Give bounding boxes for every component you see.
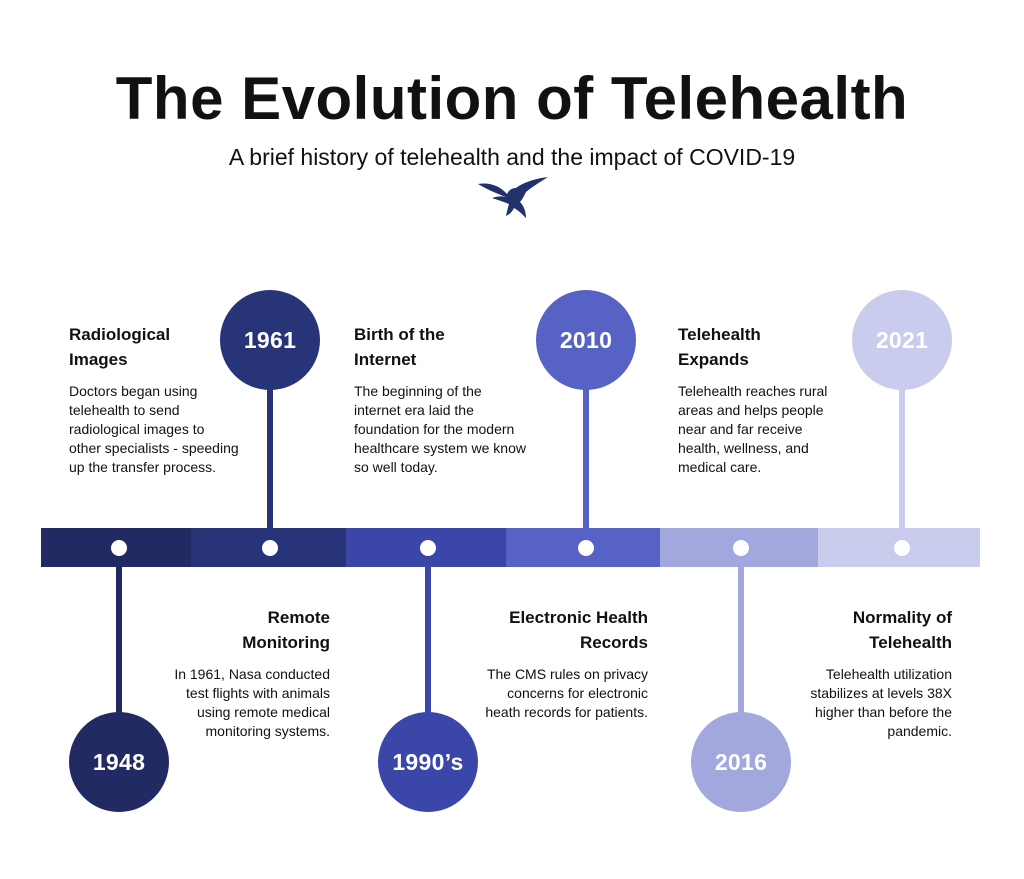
year-circle-1990s: 1990’s — [378, 712, 478, 812]
event-remote-monitoring: Remote Monitoring In 1961, Nasa conducte… — [160, 605, 330, 741]
event-birth-of-internet: Birth of the Internet The beginning of t… — [354, 322, 529, 477]
year-label: 1990’s — [392, 748, 464, 775]
timeline-dot-4 — [578, 540, 594, 556]
event-heading: Normality of Telehealth — [852, 608, 952, 652]
page-title: The Evolution of Telehealth — [115, 65, 909, 132]
stem-2021 — [899, 380, 905, 530]
page-subtitle: A brief history of telehealth and the im… — [228, 144, 796, 170]
timeline-dot-5 — [733, 540, 749, 556]
year-label: 2010 — [559, 326, 613, 353]
year-circle-1961: 1961 — [220, 290, 320, 390]
timeline-dot-6 — [894, 540, 910, 556]
event-heading: Remote Monitoring — [242, 608, 330, 652]
event-heading: Radiological Images — [69, 325, 171, 369]
event-heading: Birth of the Internet — [354, 325, 445, 369]
event-telehealth-expands: Telehealth Expands Telehealth reaches ru… — [678, 322, 848, 477]
year-circle-1948: 1948 — [69, 712, 169, 812]
event-heading: Telehealth Expands — [678, 325, 761, 369]
stem-1948 — [116, 562, 122, 722]
event-text: Telehealth utilization stabilizes at lev… — [810, 666, 952, 739]
event-radiological-images: Radiological Images Doctors began using … — [69, 322, 239, 477]
event-normality-of-telehealth: Normality of Telehealth Telehealth utili… — [782, 605, 952, 741]
event-text: The beginning of the internet era laid t… — [354, 383, 526, 475]
eagle-logo-icon — [478, 177, 548, 218]
year-label: 1948 — [92, 748, 146, 775]
event-text: Doctors began using telehealth to send r… — [69, 383, 239, 475]
stem-2010 — [583, 380, 589, 530]
stem-2016 — [738, 562, 744, 722]
year-label: 2016 — [714, 748, 768, 775]
timeline-dot-3 — [420, 540, 436, 556]
timeline-dot-2 — [262, 540, 278, 556]
timeline-dot-1 — [111, 540, 127, 556]
event-text: Telehealth reaches rural areas and helps… — [678, 383, 828, 475]
year-label: 1961 — [243, 326, 297, 353]
event-text: In 1961, Nasa conducted test flights wit… — [174, 666, 330, 739]
year-circle-2010: 2010 — [536, 290, 636, 390]
event-electronic-health-records: Electronic Health Records The CMS rules … — [478, 605, 648, 722]
year-circle-2021: 2021 — [852, 290, 952, 390]
stem-1961 — [267, 380, 273, 530]
event-text: The CMS rules on privacy concerns for el… — [485, 666, 648, 720]
year-circle-2016: 2016 — [691, 712, 791, 812]
stem-1990s — [425, 562, 431, 722]
event-heading: Electronic Health Records — [509, 608, 648, 652]
year-label: 2021 — [875, 326, 929, 353]
